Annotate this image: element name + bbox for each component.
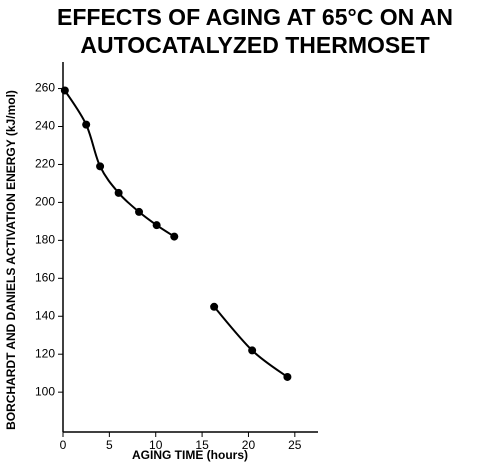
data-point	[210, 302, 219, 311]
x-tick-label: 25	[288, 438, 302, 452]
fit-curve	[64, 89, 175, 238]
data-point	[135, 207, 144, 216]
y-tick-label: 200	[35, 195, 55, 209]
data-point	[283, 372, 292, 381]
chart-title: EFFECTS OF AGING AT 65°C ON AN	[57, 4, 453, 30]
data-point	[170, 232, 179, 241]
y-tick-label: 180	[35, 233, 55, 247]
chart-title: AUTOCATALYZED THERMOSET	[80, 32, 429, 58]
x-tick-label: 5	[106, 438, 113, 452]
x-tick-label: 0	[60, 438, 67, 452]
x-tick-label: 10	[149, 438, 163, 452]
data-point	[60, 86, 69, 95]
data-point	[82, 120, 91, 129]
y-tick-label: 100	[35, 384, 55, 398]
y-tick-label: 120	[35, 346, 55, 360]
data-point	[152, 221, 161, 230]
x-tick-label: 20	[242, 438, 256, 452]
data-point	[96, 162, 105, 171]
y-tick-label: 160	[35, 270, 55, 284]
y-tick-label: 240	[35, 119, 55, 133]
data-point	[114, 188, 123, 197]
y-tick-label: 140	[35, 308, 55, 322]
fit-curve	[213, 306, 289, 378]
y-axis-label: BORCHARDT AND DANIELS ACTIVATION ENERGY …	[4, 90, 18, 430]
x-tick-label: 15	[195, 438, 209, 452]
x-axis-label: AGING TIME (hours)	[132, 448, 248, 462]
y-tick-label: 260	[35, 81, 55, 95]
data-point	[248, 346, 257, 355]
y-tick-label: 220	[35, 157, 55, 171]
